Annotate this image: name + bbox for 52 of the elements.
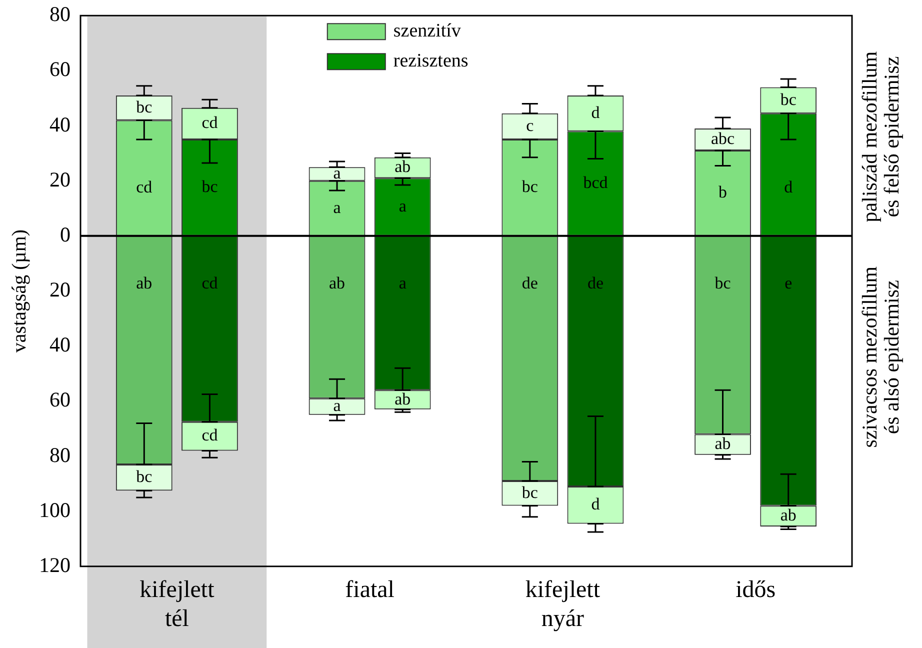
data-label: bc [202, 177, 218, 196]
y-axis-title: vastagság (µm) [8, 229, 30, 353]
data-label: ab [329, 273, 346, 292]
data-label: ab [714, 434, 731, 454]
data-label: b [718, 182, 728, 202]
y-tick-label: 40 [50, 332, 70, 357]
y-tick-label: 60 [50, 388, 70, 412]
data-label: ab [780, 506, 796, 525]
data-label: a [398, 273, 407, 292]
data-label: abc [710, 129, 736, 148]
data-label: e [784, 273, 792, 292]
data-label: bc [522, 177, 538, 196]
y-tick-label: 100 [39, 498, 70, 522]
data-label: ab [394, 389, 411, 408]
x-tick-label: fiatal [345, 577, 395, 604]
x-tick-label: kifejlett tél [140, 577, 215, 632]
data-label: bc [522, 482, 538, 502]
data-label: cd [202, 426, 218, 445]
y-tick-label: 0 [60, 222, 70, 246]
data-label: de [522, 273, 538, 292]
data-label: bcd [583, 173, 608, 192]
data-label: cd [202, 273, 218, 292]
data-label: ab [394, 157, 411, 176]
data-label: ab [136, 273, 152, 292]
text: szivacsos mezofillum és alsó epidermisz [858, 266, 904, 448]
data-label: de [587, 273, 604, 292]
y-tick-label: 60 [50, 57, 70, 82]
legend-label: szenzitív [393, 20, 462, 42]
data-label: bc [780, 90, 797, 109]
data-label: cd [202, 113, 218, 132]
y-tick-label: 20 [50, 167, 70, 192]
data-label: d [784, 177, 794, 196]
y-tick-label: 80 [50, 442, 70, 467]
data-label: c [526, 116, 534, 135]
data-label: d [591, 494, 600, 514]
data-label: bc [136, 467, 153, 486]
text: paliszád mezofillum és felső epidermisz [858, 51, 904, 222]
x-tick-label: kifejlett nyár [525, 577, 600, 632]
data-label: a [333, 396, 342, 416]
data-label: cd [136, 177, 153, 196]
y-tick-label: 120 [39, 552, 70, 577]
y-tick-label: 20 [50, 278, 70, 302]
data-label: a [333, 198, 342, 217]
data-label: bc [714, 273, 732, 292]
legend-label: rezisztens [393, 50, 468, 72]
y-tick-label: 40 [50, 112, 70, 136]
data-label: d [591, 102, 600, 122]
data-label: a [333, 163, 342, 182]
y-tick-label: 80 [50, 2, 70, 26]
data-label: a [398, 196, 407, 216]
x-tick-label: idős [736, 577, 776, 604]
data-label: bc [136, 97, 153, 116]
